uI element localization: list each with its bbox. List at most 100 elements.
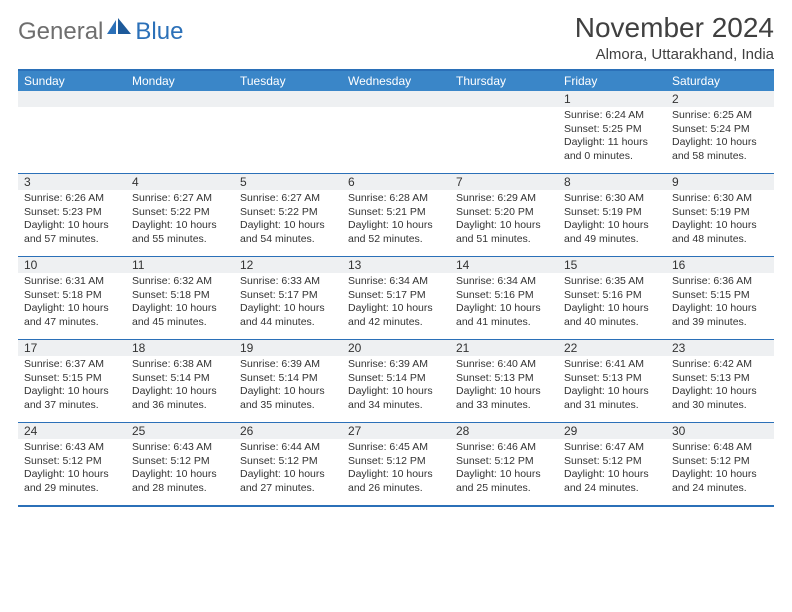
sunrise-text: Sunrise: 6:42 AM: [672, 358, 768, 372]
day-cell: 30 Sunrise: 6:48 AMSunset: 5:12 PMDayligh…: [666, 423, 774, 505]
day-number: [126, 91, 234, 107]
day-number: 14: [450, 257, 558, 273]
sunset-text: Sunset: 5:12 PM: [240, 455, 336, 469]
day-details: Sunrise: 6:31 AMSunset: 5:18 PMDaylight:…: [18, 273, 126, 334]
day-details: Sunrise: 6:46 AMSunset: 5:12 PMDaylight:…: [450, 439, 558, 500]
sunrise-text: Sunrise: 6:28 AM: [348, 192, 444, 206]
daylight-text: Daylight: 10 hours and 44 minutes.: [240, 302, 336, 329]
day-details: Sunrise: 6:45 AMSunset: 5:12 PMDaylight:…: [342, 439, 450, 500]
day-number: [342, 91, 450, 107]
daylight-text: Daylight: 10 hours and 37 minutes.: [24, 385, 120, 412]
header: General Blue November 2024 Almora, Uttar…: [18, 12, 774, 63]
sunrise-text: Sunrise: 6:33 AM: [240, 275, 336, 289]
day-cell: 12Sunrise: 6:33 AMSunset: 5:17 PMDayligh…: [234, 257, 342, 339]
day-cell: 11Sunrise: 6:32 AMSunset: 5:18 PMDayligh…: [126, 257, 234, 339]
day-number: 13: [342, 257, 450, 273]
sunset-text: Sunset: 5:16 PM: [564, 289, 660, 303]
day-number: 11: [126, 257, 234, 273]
daylight-text: Daylight: 10 hours and 40 minutes.: [564, 302, 660, 329]
day-number: 9: [666, 174, 774, 190]
day-number: 15: [558, 257, 666, 273]
day-details: Sunrise: 6:35 AMSunset: 5:16 PMDaylight:…: [558, 273, 666, 334]
day-cell: 19Sunrise: 6:39 AMSunset: 5:14 PMDayligh…: [234, 340, 342, 422]
day-number: 30: [666, 423, 774, 439]
day-number: 6: [342, 174, 450, 190]
sunset-text: Sunset: 5:14 PM: [132, 372, 228, 386]
day-number: 22: [558, 340, 666, 356]
sunrise-text: Sunrise: 6:40 AM: [456, 358, 552, 372]
day-number: 18: [126, 340, 234, 356]
sunrise-text: Sunrise: 6:44 AM: [240, 441, 336, 455]
day-number: [234, 91, 342, 107]
day-cell: 24Sunrise: 6:43 AMSunset: 5:12 PMDayligh…: [18, 423, 126, 505]
sunrise-text: Sunrise: 6:27 AM: [132, 192, 228, 206]
daylight-text: Daylight: 10 hours and 45 minutes.: [132, 302, 228, 329]
day-details: Sunrise: 6:25 AMSunset: 5:24 PMDaylight:…: [666, 107, 774, 168]
day-details: [234, 107, 342, 113]
daylight-text: Daylight: 10 hours and 39 minutes.: [672, 302, 768, 329]
sunrise-text: Sunrise: 6:48 AM: [672, 441, 768, 455]
week-row: 10Sunrise: 6:31 AMSunset: 5:18 PMDayligh…: [18, 256, 774, 339]
sunset-text: Sunset: 5:18 PM: [24, 289, 120, 303]
month-title: November 2024: [575, 12, 774, 44]
sunrise-text: Sunrise: 6:43 AM: [24, 441, 120, 455]
day-number: 27: [342, 423, 450, 439]
dayname: Monday: [126, 71, 234, 91]
sunrise-text: Sunrise: 6:45 AM: [348, 441, 444, 455]
sunset-text: Sunset: 5:13 PM: [456, 372, 552, 386]
sunrise-text: Sunrise: 6:37 AM: [24, 358, 120, 372]
day-details: Sunrise: 6:26 AMSunset: 5:23 PMDaylight:…: [18, 190, 126, 251]
sunset-text: Sunset: 5:13 PM: [672, 372, 768, 386]
day-cell: 6 Sunrise: 6:28 AMSunset: 5:21 PMDaylight…: [342, 174, 450, 256]
sunrise-text: Sunrise: 6:36 AM: [672, 275, 768, 289]
sunset-text: Sunset: 5:21 PM: [348, 206, 444, 220]
dayname: Wednesday: [342, 71, 450, 91]
day-cell: 14Sunrise: 6:34 AMSunset: 5:16 PMDayligh…: [450, 257, 558, 339]
daylight-text: Daylight: 10 hours and 51 minutes.: [456, 219, 552, 246]
day-details: Sunrise: 6:44 AMSunset: 5:12 PMDaylight:…: [234, 439, 342, 500]
logo-text-blue: Blue: [135, 18, 183, 46]
daylight-text: Daylight: 10 hours and 47 minutes.: [24, 302, 120, 329]
day-cell: 28Sunrise: 6:46 AMSunset: 5:12 PMDayligh…: [450, 423, 558, 505]
day-details: Sunrise: 6:43 AMSunset: 5:12 PMDaylight:…: [18, 439, 126, 500]
sunrise-text: Sunrise: 6:35 AM: [564, 275, 660, 289]
day-cell: 13Sunrise: 6:34 AMSunset: 5:17 PMDayligh…: [342, 257, 450, 339]
day-number: 20: [342, 340, 450, 356]
sunrise-text: Sunrise: 6:24 AM: [564, 109, 660, 123]
day-number: 19: [234, 340, 342, 356]
location: Almora, Uttarakhand, India: [575, 46, 774, 63]
sunset-text: Sunset: 5:12 PM: [132, 455, 228, 469]
sunset-text: Sunset: 5:23 PM: [24, 206, 120, 220]
title-block: November 2024 Almora, Uttarakhand, India: [575, 12, 774, 63]
day-details: Sunrise: 6:40 AMSunset: 5:13 PMDaylight:…: [450, 356, 558, 417]
sunset-text: Sunset: 5:24 PM: [672, 123, 768, 137]
day-cell: 4Sunrise: 6:27 AMSunset: 5:22 PMDaylight…: [126, 174, 234, 256]
dayname: Thursday: [450, 71, 558, 91]
day-details: Sunrise: 6:43 AMSunset: 5:12 PMDaylight:…: [126, 439, 234, 500]
dayname: Saturday: [666, 71, 774, 91]
sunrise-text: Sunrise: 6:34 AM: [348, 275, 444, 289]
day-cell: 8Sunrise: 6:30 AMSunset: 5:19 PMDaylight…: [558, 174, 666, 256]
day-cell: 17Sunrise: 6:37 AMSunset: 5:15 PMDayligh…: [18, 340, 126, 422]
day-cell: 9Sunrise: 6:30 AMSunset: 5:19 PMDaylight…: [666, 174, 774, 256]
sunrise-text: Sunrise: 6:27 AM: [240, 192, 336, 206]
day-cell: 16Sunrise: 6:36 AMSunset: 5:15 PMDayligh…: [666, 257, 774, 339]
sunset-text: Sunset: 5:19 PM: [672, 206, 768, 220]
daynames-row: SundayMondayTuesdayWednesdayThursdayFrid…: [18, 71, 774, 91]
daylight-text: Daylight: 10 hours and 57 minutes.: [24, 219, 120, 246]
sunset-text: Sunset: 5:12 PM: [24, 455, 120, 469]
logo-text-general: General: [18, 18, 103, 46]
day-number: 1: [558, 91, 666, 107]
daylight-text: Daylight: 10 hours and 24 minutes.: [672, 468, 768, 495]
day-details: Sunrise: 6:47 AMSunset: 5:12 PMDaylight:…: [558, 439, 666, 500]
daylight-text: Daylight: 10 hours and 42 minutes.: [348, 302, 444, 329]
day-number: 5: [234, 174, 342, 190]
logo: General Blue: [18, 18, 183, 46]
day-number: 21: [450, 340, 558, 356]
day-details: Sunrise: 6:27 AMSunset: 5:22 PMDaylight:…: [126, 190, 234, 251]
day-details: Sunrise: 6:38 AMSunset: 5:14 PMDaylight:…: [126, 356, 234, 417]
sunset-text: Sunset: 5:12 PM: [672, 455, 768, 469]
daylight-text: Daylight: 10 hours and 24 minutes.: [564, 468, 660, 495]
daylight-text: Daylight: 10 hours and 52 minutes.: [348, 219, 444, 246]
day-number: 25: [126, 423, 234, 439]
